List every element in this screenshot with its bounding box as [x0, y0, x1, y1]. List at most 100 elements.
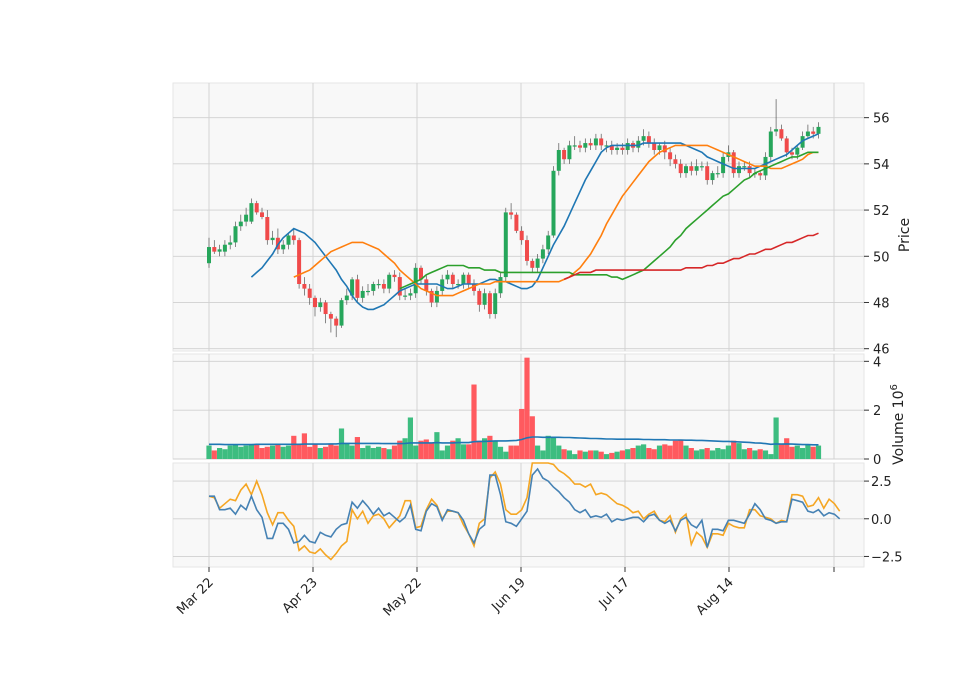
- candle-body: [689, 166, 694, 171]
- candle-body: [366, 290, 370, 293]
- candle-body: [509, 212, 514, 215]
- volume-bar: [524, 357, 530, 459]
- candle-body: [260, 212, 264, 217]
- x-tick-label: Apr 23: [280, 575, 321, 616]
- volume-bar: [588, 450, 594, 459]
- volume-bar: [418, 440, 424, 459]
- candle-body: [620, 147, 625, 150]
- volume-bar: [413, 445, 419, 459]
- volume-bar: [815, 445, 822, 459]
- candle-body: [710, 173, 715, 181]
- candle-body: [768, 131, 773, 157]
- candle-body: [609, 145, 614, 150]
- price-panel: [172, 82, 865, 352]
- volume-bar: [582, 451, 588, 459]
- volume-bar: [285, 445, 292, 459]
- candle-body: [593, 138, 598, 146]
- volume-bar: [280, 446, 286, 459]
- candle-body: [212, 247, 217, 252]
- volume-bar: [466, 444, 472, 459]
- volume-bar: [556, 445, 562, 459]
- volume-bar: [720, 449, 726, 459]
- candle-body: [297, 240, 302, 284]
- candle-body: [795, 147, 800, 155]
- candle-body: [705, 166, 710, 181]
- price-tick-label: 48: [873, 296, 890, 311]
- volume-bar: [354, 437, 360, 459]
- candle-body: [530, 260, 535, 268]
- volume-bar: [805, 444, 811, 459]
- volume-bar: [238, 446, 244, 459]
- candle-body: [519, 230, 524, 241]
- candle-body: [684, 166, 688, 174]
- volume-bar: [429, 443, 435, 459]
- moving-average-line: [250, 133, 819, 311]
- volume-bar: [508, 445, 514, 459]
- volume-bar: [646, 448, 652, 459]
- candle-body: [546, 235, 551, 250]
- x-tick-label: Jun 19: [489, 575, 529, 615]
- candle-body: [334, 318, 339, 326]
- candle-body: [360, 290, 365, 298]
- volume-bar: [323, 446, 329, 459]
- candle-body: [318, 302, 323, 308]
- volume-bar: [450, 440, 456, 459]
- volume-bar: [503, 451, 509, 459]
- volume-bar: [603, 454, 610, 459]
- volume-bar: [662, 444, 668, 459]
- volume-bar: [784, 438, 790, 459]
- volume-bar: [360, 448, 366, 459]
- volume-axis-label: Volume 106: [889, 384, 907, 465]
- volume-bar: [365, 445, 371, 459]
- volume-bar: [747, 448, 753, 459]
- volume-bar: [460, 444, 466, 459]
- candle-body: [339, 300, 344, 326]
- volume-bar: [222, 449, 228, 459]
- volume-bar: [550, 437, 557, 459]
- volume-bar: [264, 446, 270, 459]
- volume-bar: [296, 444, 302, 459]
- volume-bar: [434, 432, 440, 459]
- candle-body: [673, 159, 678, 164]
- candle-body: [599, 138, 604, 146]
- indicator-tick-label: 2.5: [871, 475, 892, 490]
- volume-bar: [725, 445, 731, 459]
- volume-bar: [731, 440, 737, 459]
- volume-bar: [423, 439, 429, 459]
- candle-body: [758, 173, 763, 176]
- volume-bar: [778, 444, 784, 459]
- volume-bar: [672, 440, 678, 459]
- volume-tick-label: 0: [873, 453, 881, 468]
- volume-bar: [402, 438, 408, 459]
- candle-body: [482, 293, 487, 305]
- moving-average-line: [293, 144, 819, 297]
- candle-body: [413, 267, 418, 294]
- candle-body: [646, 136, 651, 144]
- volume-bar: [625, 449, 631, 459]
- candle-body: [731, 152, 736, 174]
- volume-bar: [593, 450, 599, 459]
- volume-bar: [688, 448, 694, 459]
- candle-body: [466, 274, 471, 284]
- candle-body: [424, 279, 429, 291]
- volume-bar: [630, 448, 636, 459]
- volume-bar: [715, 448, 721, 459]
- volume-bar: [471, 384, 477, 459]
- candle-body: [668, 152, 673, 160]
- candle-body: [535, 258, 540, 268]
- volume-bar: [492, 440, 498, 459]
- candle-body: [514, 214, 519, 231]
- volume-bar: [497, 446, 504, 459]
- moving-average-line: [399, 151, 819, 290]
- candle-body: [207, 247, 211, 264]
- indicator-line: [209, 467, 841, 548]
- volume-bar: [227, 445, 233, 459]
- volume-bar: [773, 417, 779, 459]
- candle-body: [350, 279, 355, 296]
- volume-bar: [752, 450, 758, 459]
- candle-body: [588, 143, 593, 146]
- candle-body: [371, 284, 376, 291]
- candle-body: [737, 166, 741, 174]
- price-tick-label: 50: [873, 250, 890, 265]
- candle-body: [244, 214, 249, 222]
